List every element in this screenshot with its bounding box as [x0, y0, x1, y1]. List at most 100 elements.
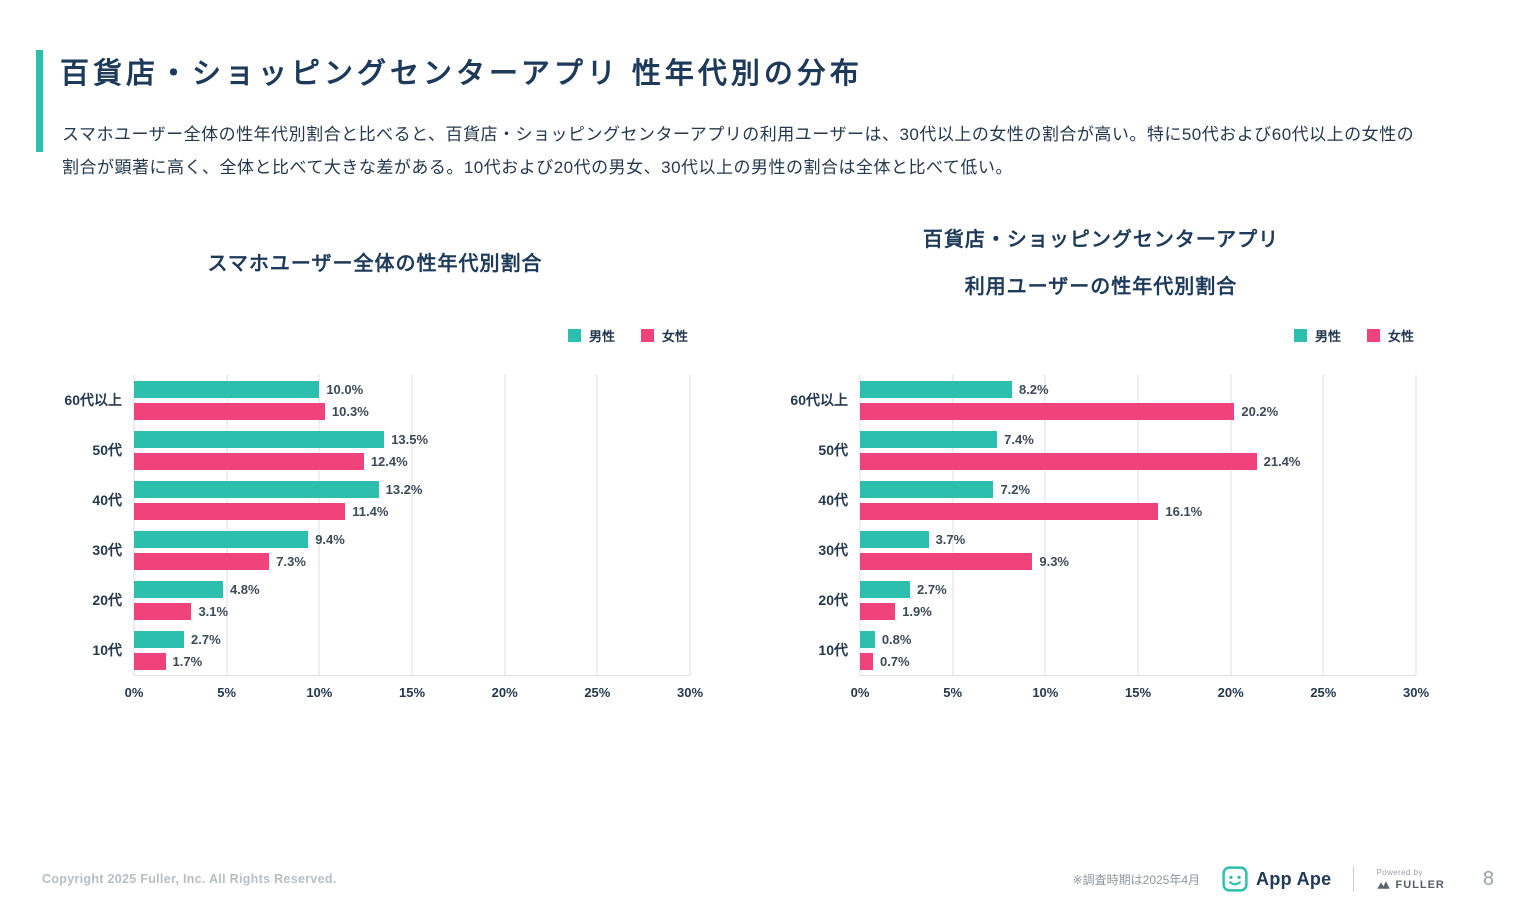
bar-value-label: 3.1%: [198, 603, 229, 619]
bar-female: [860, 602, 896, 620]
chart-title-line1: 百貨店・ショッピングセンターアプリ: [922, 229, 1280, 252]
bar-female: [134, 552, 270, 570]
bar-line: 0.8%: [860, 630, 1416, 648]
legend-item-female: 女性: [1366, 326, 1414, 345]
bar-group: 13.2% 11.4%: [134, 475, 690, 525]
bar-male: [134, 530, 309, 548]
x-axis-tick: 5%: [217, 685, 237, 701]
bar-value-label: 7.4%: [1004, 431, 1034, 447]
bar-line: 2.7%: [134, 630, 690, 648]
bar-male: [860, 580, 911, 598]
bar-value-label: 21.4%: [1263, 453, 1301, 469]
gridline: [226, 375, 228, 676]
bar-female: [134, 402, 325, 420]
fuller-logo-row: FULLER: [1376, 879, 1444, 891]
gridline: [1322, 375, 1324, 676]
title-accent-bar: [36, 50, 43, 152]
bar-line: 11.4%: [134, 502, 690, 520]
bar-group: 13.5% 12.4%: [134, 425, 690, 475]
legend-female-swatch: [640, 329, 654, 343]
page-title: 百貨店・ショッピングセンターアプリ 性年代別の分布: [60, 58, 863, 90]
legend-male-label: 男性: [588, 329, 615, 345]
footer-divider: [1353, 866, 1355, 892]
fuller-logo: Powered by FULLER: [1376, 868, 1444, 891]
bar-value-label: 7.2%: [1000, 481, 1031, 497]
y-axis-labels: 60代以上 50代 40代 30代 20代 10代: [60, 375, 134, 675]
gridline: [1415, 375, 1417, 676]
bar-female: [860, 652, 873, 670]
bar-value-label: 3.7%: [935, 531, 966, 547]
x-axis-tick: 20%: [1217, 685, 1244, 701]
fuller-logo-text: FULLER: [1395, 878, 1445, 891]
legend: 男性 女性: [786, 326, 1414, 345]
bar-male: [860, 380, 1012, 398]
bar-female: [860, 402, 1235, 420]
bar-line: 13.2%: [134, 480, 690, 498]
bar-line: 21.4%: [860, 452, 1416, 470]
plot-column: 8.2% 20.2% 7.4% 21.4% 7.2% 16.1% 3.7% 9.3% 2.7% 1…: [851, 375, 1429, 702]
gridline: [689, 375, 691, 676]
legend-female-label: 女性: [661, 329, 688, 345]
bar-group: 3.7% 9.3%: [860, 525, 1416, 575]
bar-line: 7.2%: [860, 480, 1416, 498]
bar-male: [134, 480, 379, 498]
x-axis-tick: 10%: [1032, 685, 1059, 701]
app-ape-logo: App Ape: [1222, 866, 1331, 892]
bar-value-label: 11.4%: [352, 503, 389, 519]
bar-value-label: 13.2%: [385, 481, 423, 497]
bar-value-label: 1.9%: [902, 603, 932, 619]
gridline: [318, 375, 320, 676]
x-axis-tick: 15%: [1124, 685, 1152, 701]
bar-female: [860, 452, 1257, 470]
x-axis-tick: 30%: [1402, 685, 1430, 701]
y-axis-label: 50代: [818, 442, 848, 459]
bar-value-label: 10.3%: [331, 403, 369, 419]
gridline: [133, 375, 135, 676]
bar-line: 7.4%: [860, 430, 1416, 448]
bar-value-label: 9.4%: [315, 531, 345, 547]
survey-note: ※調査時期は2025年4月: [1072, 872, 1201, 887]
bar-value-label: 12.4%: [370, 453, 408, 469]
x-axis-tick: 25%: [584, 685, 611, 701]
chart-title-box: 百貨店・ショッピングセンターアプリ 利用ユーザーの性年代別割合: [786, 218, 1416, 304]
bar-line: 8.2%: [860, 380, 1416, 398]
bar-value-label: 0.8%: [881, 631, 912, 647]
plot-area: 10.0% 10.3% 13.5% 12.4% 13.2% 11.4% 9.4% 7.3% 4.…: [133, 375, 691, 677]
legend-male-swatch: [1293, 329, 1307, 343]
bar-line: 7.3%: [134, 552, 690, 570]
legend-male-swatch: [567, 329, 581, 343]
bar-group: 9.4% 7.3%: [134, 525, 690, 575]
x-axis-tick: 0%: [124, 685, 144, 701]
bar-value-label: 2.7%: [917, 581, 947, 597]
page-number: 8: [1482, 867, 1494, 890]
bar-line: 10.3%: [134, 402, 690, 420]
x-axis: 0% 5% 10% 15% 20% 25% 30%: [851, 676, 1429, 702]
gridline: [1044, 375, 1046, 676]
x-axis-tick: 10%: [306, 685, 333, 701]
bar-group: 4.8% 3.1%: [134, 575, 690, 625]
bar-value-label: 16.1%: [1165, 503, 1203, 519]
bar-line: 10.0%: [134, 380, 690, 398]
copyright-text: Copyright 2025 Fuller, Inc. All Rights R…: [42, 872, 337, 886]
bar-line: 3.7%: [860, 530, 1416, 548]
bar-male: [860, 530, 929, 548]
bar-value-label: 9.3%: [1039, 553, 1069, 569]
bar-value-label: 10.0%: [326, 381, 364, 397]
bar-line: 9.3%: [860, 552, 1416, 570]
bar-male: [134, 430, 385, 448]
y-axis-label: 10代: [818, 642, 848, 659]
bar-line: 13.5%: [134, 430, 690, 448]
bar-female: [860, 502, 1159, 520]
chart-app-users: 百貨店・ショッピングセンターアプリ 利用ユーザーの性年代別割合 男性 女性 60…: [786, 218, 1429, 702]
y-axis-label: 30代: [818, 542, 848, 559]
y-axis-label: 40代: [818, 492, 848, 509]
chart-body: 60代以上 50代 40代 30代 20代 10代 10.0% 10.3% 13.5% 12.4…: [60, 375, 703, 702]
footer: Copyright 2025 Fuller, Inc. All Rights R…: [42, 866, 1494, 892]
bar-value-label: 2.7%: [191, 631, 221, 647]
bar-female: [134, 652, 166, 670]
legend-item-male: 男性: [567, 326, 615, 345]
bar-line: 4.8%: [134, 580, 690, 598]
bar-male: [860, 630, 875, 648]
gridline: [1137, 375, 1139, 676]
plot-column: 10.0% 10.3% 13.5% 12.4% 13.2% 11.4% 9.4% 7.3% 4.…: [125, 375, 703, 702]
